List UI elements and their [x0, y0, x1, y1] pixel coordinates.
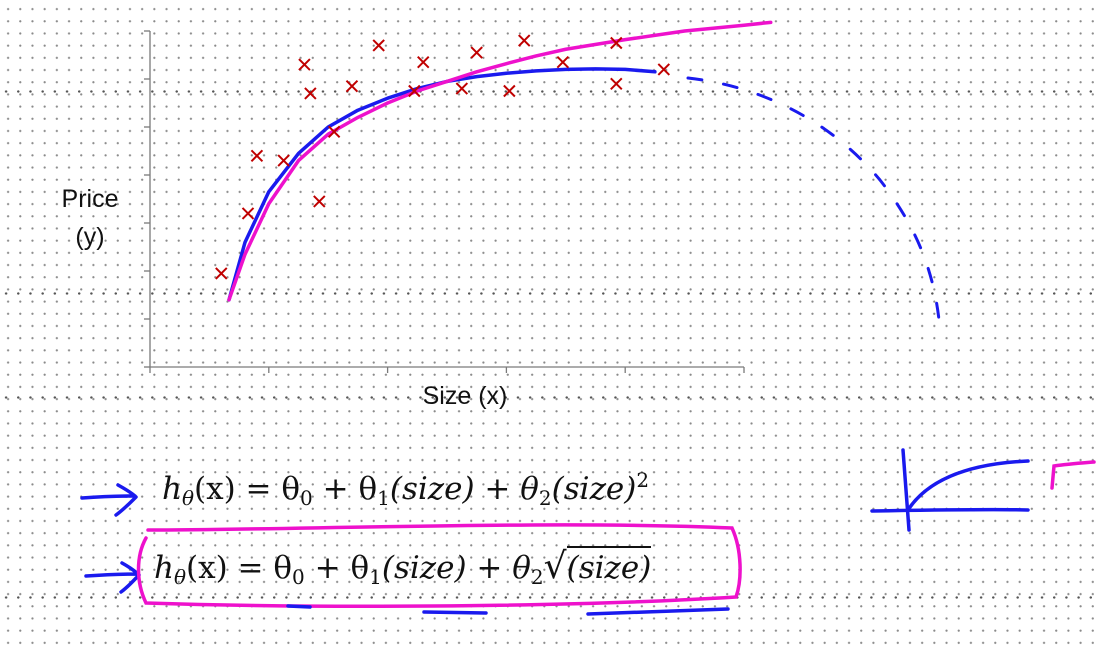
axes [144, 30, 745, 373]
y-axis-label-line1: Price [61, 185, 119, 213]
formula-theta-sub: θ [181, 486, 195, 510]
formula-sub-1: 1 [377, 486, 390, 510]
formula-size-term: (size) + θ [381, 550, 531, 586]
formula-size-squared: (size) [551, 471, 637, 507]
data-point-x-marker [408, 84, 421, 98]
data-point-x-marker [455, 82, 469, 95]
dotted-guideline [0, 90, 1101, 93]
formula-sub-2: 2 [530, 565, 544, 589]
formula-h: h [154, 550, 174, 586]
sqrt-radical-sign: √ [543, 546, 567, 587]
fit-curves [227, 20, 773, 302]
data-point-x-marker [417, 55, 430, 69]
y-axis-label: Price (y) [40, 180, 140, 256]
data-point-x-marker [610, 77, 623, 91]
data-point-x-marker [470, 46, 483, 59]
data-point-x-marker [610, 36, 623, 50]
data-point-x-marker [250, 149, 264, 163]
formula-size-term: (size) + θ [389, 471, 539, 507]
sqrt-hypothesis-formula: hθ(x) = θ0 + θ1(size) + θ2√(size) [154, 546, 652, 589]
data-point-x-marker [657, 63, 671, 76]
data-point-x-marker [277, 154, 290, 167]
formula-term: + θ [304, 550, 370, 586]
data-point-x-marker [215, 267, 228, 280]
sqrt-argument: (size) [566, 546, 652, 586]
data-point-x-marker [556, 55, 570, 69]
formula-exponent: 2 [636, 468, 650, 492]
formula-sub-2: 2 [538, 486, 552, 510]
x-axis-label: Size (x) [422, 382, 508, 410]
formula-lhs: (x) = θ [186, 550, 293, 586]
data-markers [215, 34, 671, 280]
formula-term: + θ [312, 471, 378, 507]
data-point-x-marker [372, 39, 385, 52]
data-point-x-marker [241, 207, 255, 220]
data-point-x-marker [327, 125, 341, 139]
y-axis-label-line2: (y) [75, 223, 105, 251]
data-point-x-marker [345, 79, 359, 93]
data-point-x-marker [518, 34, 531, 47]
formula-sub-1: 1 [369, 565, 382, 589]
sqrt-fit-curve [227, 20, 773, 302]
quadratic-fit-curve [227, 67, 657, 302]
formula-lhs: (x) = θ [194, 471, 301, 507]
data-point-x-marker [298, 58, 311, 71]
data-point-x-marker [313, 195, 326, 208]
data-point-x-marker [304, 87, 317, 100]
quadratic-hypothesis-formula: hθ(x) = θ0 + θ1(size) + θ2(size)2 [162, 468, 649, 510]
formula-sub-0: 0 [300, 486, 313, 510]
formula-sub-0: 0 [292, 565, 305, 589]
dotted-guideline [0, 396, 1101, 399]
dotted-guideline [0, 292, 1101, 295]
data-point-x-marker [503, 84, 516, 98]
formula-theta-sub: θ [173, 565, 187, 589]
formula-h: h [162, 471, 182, 507]
